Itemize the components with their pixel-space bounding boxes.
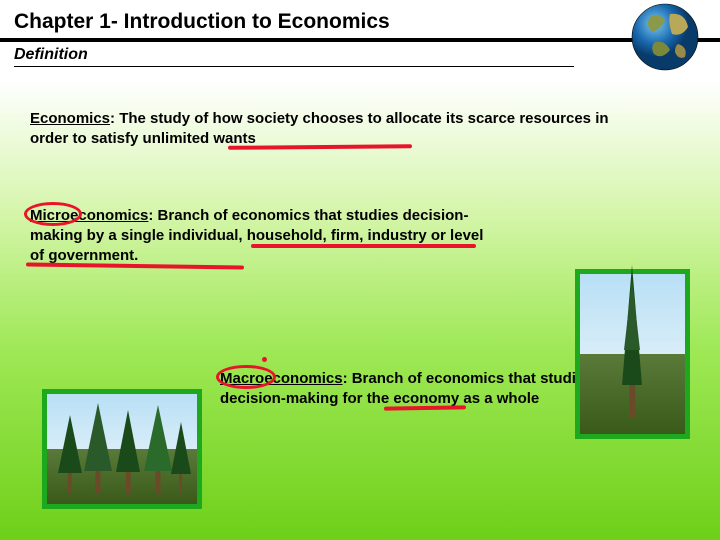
subheader-wrap: Definition: [0, 42, 720, 69]
annotation-dot: [262, 357, 267, 362]
forest-image: [42, 389, 202, 509]
annotation-underline: [26, 262, 244, 269]
section-subtitle: Definition: [14, 46, 574, 67]
annotation-underline: [384, 405, 466, 410]
globe-icon: [630, 2, 700, 72]
definition-micro: Microeconomics: Branch of economics that…: [30, 206, 490, 267]
annotation-circle-micro: [24, 202, 82, 226]
definition-economics: Economics: The study of how society choo…: [30, 109, 650, 150]
term-economics: Economics: [30, 110, 110, 127]
content-area: Economics: The study of how society choo…: [0, 69, 720, 266]
term-macro-suffix: economics: [264, 370, 342, 387]
annotation-underline: [228, 144, 412, 150]
text-economics: : The study of how society chooses to al…: [30, 110, 609, 147]
chapter-title: Chapter 1- Introduction to Economics: [0, 0, 720, 42]
single-tree-image: [575, 269, 690, 439]
annotation-circle-macro: [216, 365, 276, 389]
annotation-underline: [251, 244, 476, 248]
